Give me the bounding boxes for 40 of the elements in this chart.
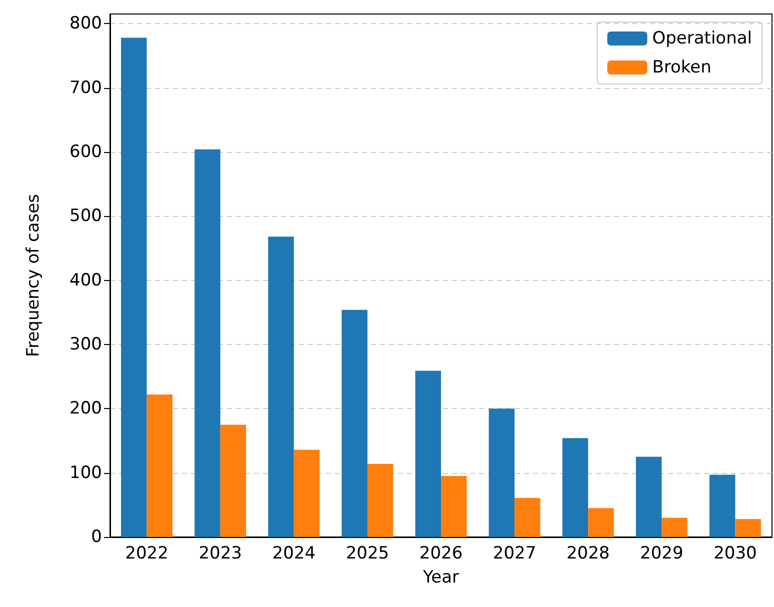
y-tick-label: 0 <box>91 527 102 547</box>
y-tick-label: 400 <box>70 270 102 290</box>
bar <box>709 474 736 537</box>
y-tick-label: 200 <box>70 398 102 419</box>
x-tick-label: 2023 <box>198 544 242 564</box>
bar <box>342 310 368 537</box>
bar <box>220 424 246 537</box>
y-tick-label: 100 <box>70 462 102 483</box>
legend-label: Operational <box>652 28 752 48</box>
x-tick-label: 2026 <box>419 544 463 564</box>
legend-label: Broken <box>652 58 712 78</box>
bar <box>588 508 614 537</box>
bar <box>367 464 394 537</box>
bar <box>121 38 147 537</box>
bar <box>636 456 662 537</box>
y-tick-label: 300 <box>70 334 102 354</box>
y-tick-label: 600 <box>70 142 102 162</box>
bar <box>735 519 761 537</box>
bar <box>488 408 515 537</box>
bar <box>146 394 173 537</box>
x-tick-label: 2029 <box>640 544 684 564</box>
x-tick-label: 2030 <box>714 544 757 564</box>
bar <box>194 149 220 537</box>
x-tick-label: 2028 <box>566 544 610 564</box>
y-axis-title: Frequency of cases <box>24 194 44 357</box>
x-tick-label: 2025 <box>346 544 390 564</box>
x-tick-label: 2022 <box>125 544 168 564</box>
bar <box>514 498 540 537</box>
x-tick-label: 2024 <box>272 544 316 564</box>
y-tick-label: 800 <box>70 14 102 34</box>
x-axis-title: Year <box>422 568 460 588</box>
bar <box>441 476 467 537</box>
bar <box>268 236 294 537</box>
bar <box>662 518 688 537</box>
y-tick-label: 500 <box>70 206 102 226</box>
x-tick-label: 2027 <box>492 544 536 564</box>
bar <box>562 438 588 537</box>
bar <box>294 450 320 537</box>
bar <box>415 370 441 537</box>
y-tick-label: 700 <box>70 78 102 98</box>
